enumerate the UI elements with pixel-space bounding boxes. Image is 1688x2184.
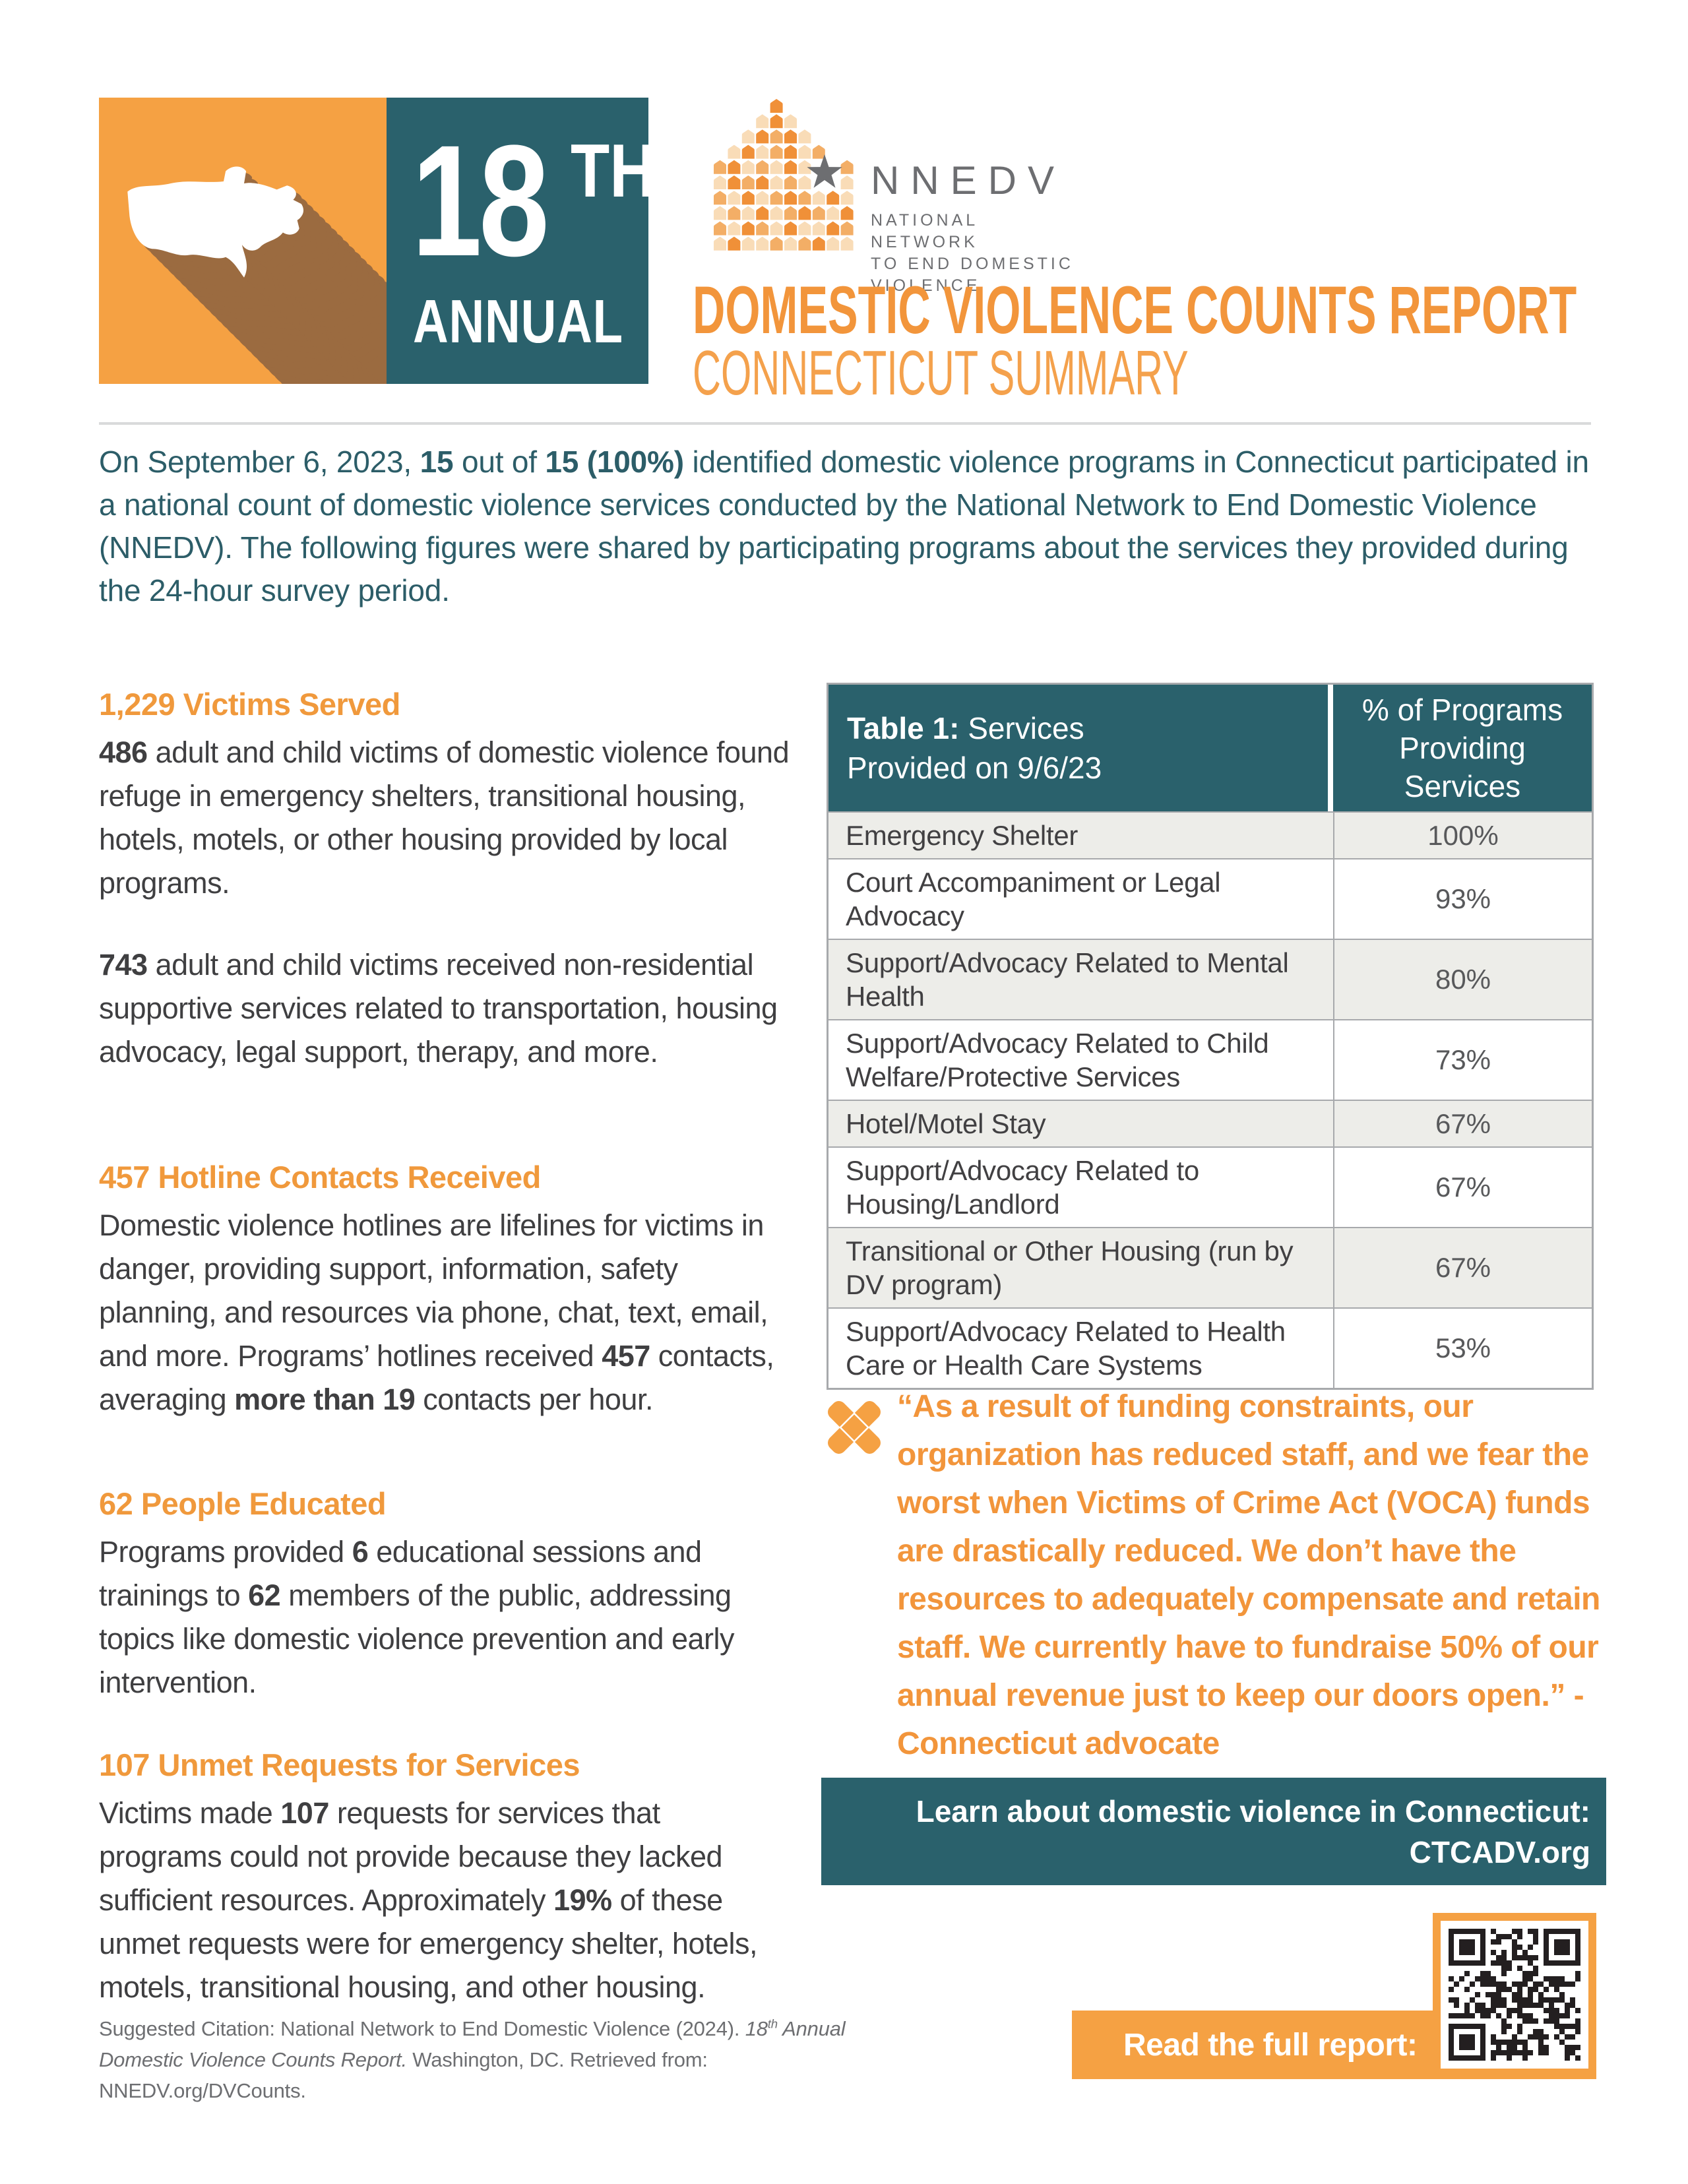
section-paragraph: Programs provided 6 educational sessions… [99, 1535, 735, 1699]
service-name: Hotel/Motel Stay [846, 1108, 1046, 1139]
service-percent: 67% [1333, 1148, 1592, 1227]
badge-number: 18 [412, 112, 549, 289]
nnedv-logo-text: NNEDV NATIONAL NETWORK TO END DOMESTIC V… [871, 161, 1083, 297]
us-map-svg [127, 166, 387, 384]
table-row: Hotel/Motel Stay 67% [828, 1100, 1592, 1146]
table-row: Support/Advocacy Related to Housing/Land… [828, 1146, 1592, 1227]
houses-capitol-icon [714, 99, 854, 251]
logo-name-line1: NATIONAL NETWORK [871, 211, 978, 251]
crossed-bandage-icon [828, 1401, 881, 1454]
badge-ordinal: TH [570, 129, 648, 213]
logo-name-line2: TO END DOMESTIC [871, 255, 1074, 273]
section-heading: 62 People Educated [99, 1486, 387, 1521]
report-title: DOMESTIC VIOLENCE COUNTS REPORT [693, 272, 1577, 348]
table-row: Emergency Shelter 100% [828, 811, 1592, 858]
nnedv-logo: NNEDV NATIONAL NETWORK TO END DOMESTIC V… [714, 98, 1083, 295]
star-icon [807, 154, 842, 188]
table-row: Support/Advocacy Related to Mental Healt… [828, 939, 1592, 1019]
service-name: Support/Advocacy Related to Child Welfar… [846, 1028, 1269, 1092]
section-heading: 457 Hotline Contacts Received [99, 1160, 541, 1195]
advocate-quote: “As a result of funding constraints, our… [897, 1389, 1600, 1761]
table-row: Transitional or Other Housing (run by DV… [828, 1227, 1592, 1307]
table-row: Court Accompaniment or Legal Advocacy 93% [828, 858, 1592, 939]
section-paragraph: Victims made 107 requests for services t… [99, 1796, 758, 2004]
read-report-label: Read the full report: [1123, 2027, 1418, 2063]
header-divider [99, 422, 1591, 425]
learn-banner-text: Learn about domestic violence in Connect… [916, 1794, 1590, 1828]
annual-badge: 18 TH ANNUAL [99, 98, 648, 384]
service-name: Support/Advocacy Related to Health Care … [846, 1316, 1286, 1381]
report-subtitle: CONNECTICUT SUMMARY [693, 338, 1189, 408]
section: 1,229 Victims Served 486 adult and child … [99, 686, 790, 1074]
qr-code-icon [1449, 1929, 1580, 2061]
percent-column-header: % of Programs Providing Services [1333, 685, 1592, 811]
ctcadv-url: CTCADV.org [1409, 1834, 1590, 1869]
service-percent: 73% [1333, 1020, 1592, 1100]
service-name: Transitional or Other Housing (run by DV… [846, 1235, 1294, 1300]
intro-paragraph: On September 6, 2023, 15 out of 15 (100%… [99, 445, 1589, 608]
citation-line2: Domestic Violence Counts Report. Washing… [99, 2048, 708, 2102]
table-title-cell: Table 1: Services Provided on 9/6/23 [828, 685, 1328, 811]
services-table: Table 1: Services Provided on 9/6/23 % o… [827, 683, 1594, 1390]
service-percent: 80% [1333, 940, 1592, 1019]
us-map-icon [127, 166, 304, 278]
service-name: Support/Advocacy Related to Housing/Land… [846, 1155, 1199, 1220]
services-table-header: Table 1: Services Provided on 9/6/23 % o… [828, 685, 1592, 811]
section-paragraph: 486 adult and child victims of domestic … [99, 735, 790, 900]
section: 457 Hotline Contacts Received Domestic vi… [99, 1159, 790, 1421]
service-name: Support/Advocacy Related to Mental Healt… [846, 947, 1289, 1012]
section: 107 Unmet Requests for Services Victims m… [99, 1747, 790, 2009]
nnedv-acronym: NNEDV [871, 158, 1066, 203]
service-percent: 93% [1333, 859, 1592, 939]
citation-line1: Suggested Citation: National Network to … [99, 2016, 846, 2040]
section-heading: 1,229 Victims Served [99, 687, 400, 722]
badge-annual-label: ANNUAL [413, 287, 623, 356]
badge-18th-annual: 18 TH ANNUAL [387, 98, 648, 384]
service-percent: 67% [1333, 1228, 1592, 1307]
learn-banner: Learn about domestic violence in Connect… [821, 1778, 1606, 1885]
section-heading: 107 Unmet Requests for Services [99, 1747, 580, 1782]
suggested-citation: Suggested Citation: National Network to … [99, 2013, 904, 2106]
table-row: Support/Advocacy Related to Health Care … [828, 1307, 1592, 1388]
section: 62 People Educated Programs provided 6 ed… [99, 1485, 790, 1704]
qr-code [1433, 1913, 1596, 2076]
service-percent: 53% [1333, 1309, 1592, 1388]
table-row: Support/Advocacy Related to Child Welfar… [828, 1019, 1592, 1100]
service-name: Court Accompaniment or Legal Advocacy [846, 867, 1221, 931]
us-map-panel [99, 98, 387, 384]
section-paragraph: Domestic violence hotlines are lifelines… [99, 1208, 774, 1416]
table-title-line2: Provided on 9/6/23 [847, 751, 1102, 785]
section-paragraph: 743 adult and child victims received non… [99, 948, 778, 1069]
service-percent: 67% [1333, 1101, 1592, 1146]
logo-name-line3: VIOLENCE [871, 276, 981, 295]
services-table-body: Emergency Shelter 100% Court Accompaniment… [828, 811, 1592, 1388]
table-title-line1: Table 1: Services [847, 711, 1084, 745]
service-percent: 100% [1333, 813, 1592, 858]
service-name: Emergency Shelter [846, 820, 1078, 851]
